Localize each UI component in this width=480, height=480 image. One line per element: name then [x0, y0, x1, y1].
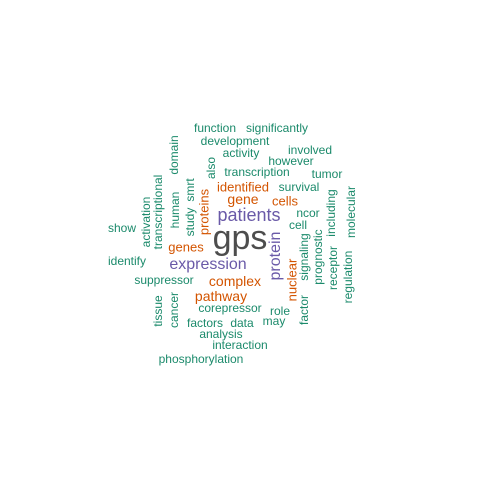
word-however: however	[268, 154, 314, 168]
word-cells: cells	[271, 193, 299, 209]
word-significantly: significantly	[245, 121, 309, 135]
word-factors: factors	[186, 316, 224, 330]
word-genes: genes	[168, 239, 204, 255]
word-proteins: proteins	[196, 188, 212, 236]
word-cancer: cancer	[167, 291, 181, 329]
word-identified: identified	[216, 179, 270, 195]
word-tissue: tissue	[151, 295, 165, 327]
word-involved: involved	[287, 143, 333, 157]
word-interaction: interaction	[212, 338, 268, 352]
word-gene: gene	[227, 191, 259, 207]
word-survival: survival	[278, 180, 320, 194]
word-human: human	[168, 191, 182, 229]
word-also: also	[204, 156, 218, 180]
word-receptor: receptor	[326, 245, 340, 291]
word-transcription: transcription	[224, 165, 290, 179]
word-domain: domain	[167, 135, 181, 175]
word-show: show	[107, 221, 137, 235]
word-pathway: pathway	[194, 288, 248, 304]
word-including: including	[324, 189, 338, 237]
word-factor: factor	[297, 294, 311, 326]
word-may: may	[262, 314, 286, 328]
word-ncor: ncor	[296, 206, 320, 220]
word-complex: complex	[208, 273, 262, 289]
word-analysis: analysis	[199, 327, 243, 341]
word-molecular: molecular	[344, 185, 358, 239]
word-data: data	[230, 316, 254, 330]
word-regulation: regulation	[341, 250, 355, 304]
word-prognostic: prognostic	[311, 229, 325, 285]
word-expression: expression	[169, 256, 247, 273]
word-protein: protein	[267, 231, 284, 281]
word-patients: patients	[217, 205, 281, 225]
word-role: role	[269, 304, 291, 318]
word-function: function	[193, 121, 237, 135]
word-suppressor: suppressor	[134, 273, 194, 287]
word-activity: activity	[222, 146, 260, 160]
word-study: study	[183, 207, 197, 237]
word-identify: identify	[107, 254, 147, 268]
word-development: development	[200, 134, 270, 148]
word-transcriptional: transcriptional	[151, 174, 165, 250]
word-cell: cell	[288, 218, 308, 232]
word-signaling: signaling	[297, 233, 311, 281]
word-corepressor: corepressor	[198, 301, 262, 315]
word-phosphorylation: phosphorylation	[158, 352, 244, 366]
word-gps: gps	[212, 219, 268, 257]
word-smrt: smrt	[183, 178, 197, 202]
word-tumor: tumor	[311, 167, 343, 181]
